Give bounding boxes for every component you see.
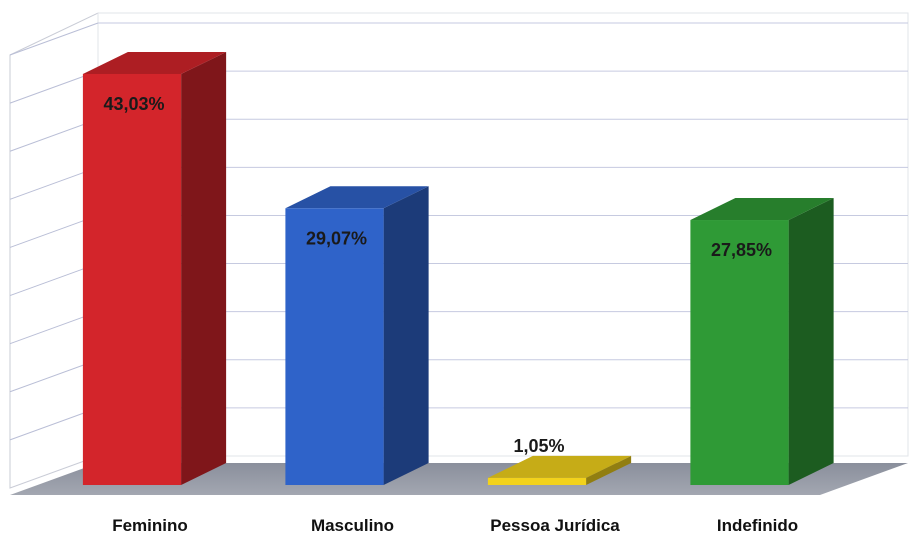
bar-front bbox=[487, 477, 587, 485]
data-label: 1,05% bbox=[513, 436, 564, 456]
bar-top bbox=[285, 186, 429, 209]
bar bbox=[285, 186, 429, 486]
category-labels: Feminino Masculino Pessoa Jurídica Indefini… bbox=[112, 516, 798, 533]
bar-side bbox=[788, 198, 834, 485]
bar-front bbox=[285, 208, 384, 486]
data-label: 29,07% bbox=[306, 228, 367, 248]
value-labels: 43,03% 29,07% 1,05% 27,85% bbox=[103, 94, 772, 456]
bar-top bbox=[690, 198, 834, 221]
category-label: Masculino bbox=[311, 516, 394, 533]
category-label: Pessoa Jurídica bbox=[490, 516, 620, 533]
floor-plane bbox=[10, 463, 908, 495]
bar-top bbox=[487, 455, 632, 478]
bar-top bbox=[82, 51, 227, 74]
category-label: Indefinido bbox=[717, 516, 798, 533]
bar-side bbox=[383, 186, 429, 486]
bar-side bbox=[181, 51, 227, 485]
bars bbox=[82, 51, 834, 486]
gridline bbox=[9, 22, 99, 56]
category-label: Feminino bbox=[112, 516, 188, 533]
data-label: 27,85% bbox=[711, 240, 772, 260]
chart-floor bbox=[10, 463, 908, 495]
data-label: 43,03% bbox=[103, 94, 164, 114]
bar-side bbox=[586, 455, 632, 485]
bar-front bbox=[82, 73, 182, 485]
bar bbox=[487, 455, 632, 485]
bar-front bbox=[690, 220, 789, 485]
bar bbox=[82, 51, 227, 485]
bar bbox=[690, 198, 834, 485]
